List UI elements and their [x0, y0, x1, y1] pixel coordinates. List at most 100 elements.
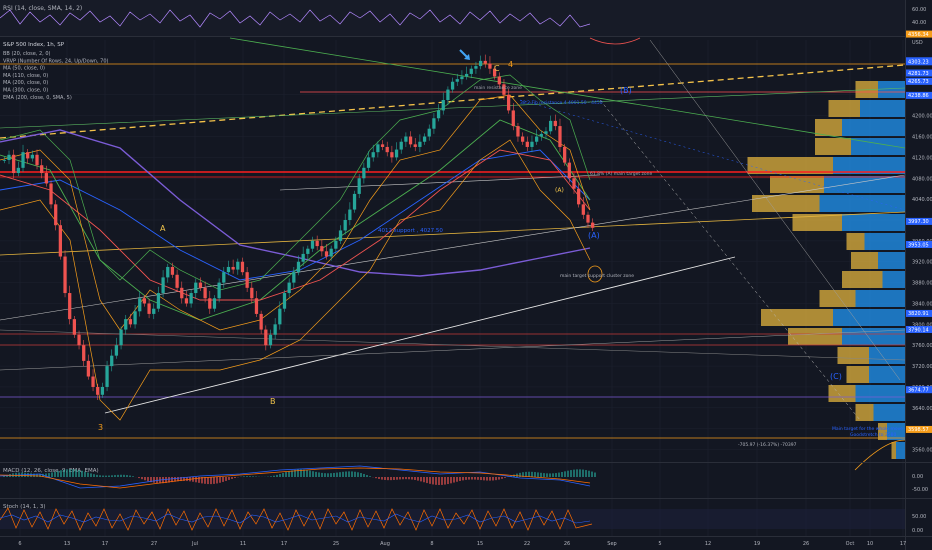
macd-histogram-bar [444, 477, 446, 485]
candle-body [422, 136, 427, 142]
macd-histogram-bar [87, 472, 89, 477]
macd-histogram-bar [585, 470, 587, 477]
volume-profile-up-bar [869, 366, 905, 383]
y-tick-label: 3920.00 [912, 260, 932, 266]
candle-body [352, 193, 357, 210]
candle-body [577, 188, 581, 205]
volume-profile-up-bar [833, 309, 905, 326]
macd-histogram-bar [108, 475, 110, 477]
x-tick-label: 17 [102, 541, 108, 547]
macd-histogram-bar [420, 477, 422, 482]
volume-profile-down-bar [819, 290, 856, 307]
macd-histogram-bar [111, 475, 113, 477]
macd-histogram-bar [363, 473, 365, 477]
x-tick-label: Jul [191, 541, 198, 547]
price-label-box [906, 30, 932, 38]
price-label-box [906, 58, 932, 66]
x-tick-label: 19 [754, 541, 760, 547]
price-label-box [906, 425, 932, 433]
candle-body [128, 319, 133, 325]
volume-profile-up-bar [873, 404, 905, 421]
macd-histogram-bar [555, 473, 557, 477]
volume-profile-down-bar [891, 442, 896, 459]
candle-body [194, 282, 198, 294]
candle-body [502, 84, 506, 95]
candle-body [343, 220, 347, 231]
macd-histogram-bar [417, 477, 419, 481]
x-tick-label: 12 [705, 541, 711, 547]
macd-histogram-bar [165, 477, 167, 483]
annotation-label: B [270, 397, 276, 406]
macd-histogram-bar [297, 469, 299, 477]
candle-body [198, 282, 203, 288]
candle-body [310, 240, 315, 249]
indicator-legend-item: VRVP (Number Of Rows, 24, Up/Down, 70) [3, 58, 109, 64]
x-tick-label: 17 [900, 541, 906, 547]
candle-body [399, 141, 403, 150]
candle-body [427, 128, 431, 137]
volume-profile-up-bar [842, 119, 905, 136]
macd-histogram-bar [174, 477, 176, 482]
macd-histogram-bar [216, 477, 218, 484]
volume-profile-down-bar [792, 214, 842, 231]
macd-histogram-bar [348, 471, 350, 477]
candle-body [478, 60, 483, 67]
macd-histogram-bar [432, 477, 434, 485]
macd-histogram-bar [282, 473, 284, 477]
candle-body [520, 136, 525, 142]
candle-body [488, 63, 492, 69]
candle-body [96, 386, 100, 395]
candle-body [282, 293, 287, 309]
candle-body [306, 248, 310, 254]
price-label-box [906, 309, 932, 317]
price-label: 3953.05 [908, 242, 929, 248]
y-tick-label: 4120.00 [912, 155, 932, 161]
volume-profile-down-bar [752, 195, 820, 212]
macd-histogram-bar [102, 475, 104, 477]
stoch-label: Stoch (14, 1, 3) [3, 504, 46, 510]
rsi-label: RSI (14, close, SMA, 14, 2) [3, 5, 82, 12]
macd-histogram-bar [528, 471, 530, 477]
macd-histogram-bar [198, 477, 200, 483]
y-tick-label: 3720.00 [912, 364, 932, 370]
volume-profile-down-bar [846, 233, 865, 250]
macd-histogram-bar [195, 477, 197, 483]
macd-histogram-bar [177, 477, 179, 482]
macd-histogram-bar [315, 471, 317, 477]
price-label-box [906, 217, 932, 225]
annotation-label: (A) [555, 187, 564, 194]
macd-histogram-bar [96, 474, 98, 477]
macd-line [0, 465, 591, 489]
candle-body [124, 319, 128, 330]
y-tick-label: 4080.00 [912, 176, 932, 182]
candle-body [21, 152, 25, 168]
candle-body [390, 152, 394, 158]
macd-histogram-bar [210, 477, 212, 485]
candle-body [273, 324, 277, 335]
x-tick-label: Aug [380, 541, 390, 547]
candle-body [2, 160, 6, 161]
candle-body [549, 120, 553, 132]
x-tick-label: Sep [607, 541, 616, 547]
candle-body [492, 68, 497, 77]
candle-body [147, 303, 151, 314]
candle-body [119, 329, 123, 346]
candle-body [138, 298, 142, 312]
candle-body [432, 118, 436, 129]
macd-histogram-bar [312, 471, 314, 477]
annotation-label: 4 [508, 60, 513, 69]
x-tick-label: 5 [658, 541, 661, 547]
macd-histogram-bar [105, 475, 107, 477]
macd-histogram-bar [414, 477, 416, 480]
chart-title: S&P 500 Index, 1h, SP [3, 42, 65, 48]
candle-body [268, 334, 273, 346]
candle-body [418, 141, 422, 147]
macd-histogram-bar [90, 473, 92, 477]
candle-body [581, 204, 585, 215]
candle-body [366, 157, 371, 168]
macd-histogram-bar [399, 477, 401, 480]
price-label: 3820.91 [908, 311, 929, 317]
candle-body [180, 287, 184, 299]
x-tick-label: 26 [564, 541, 570, 547]
